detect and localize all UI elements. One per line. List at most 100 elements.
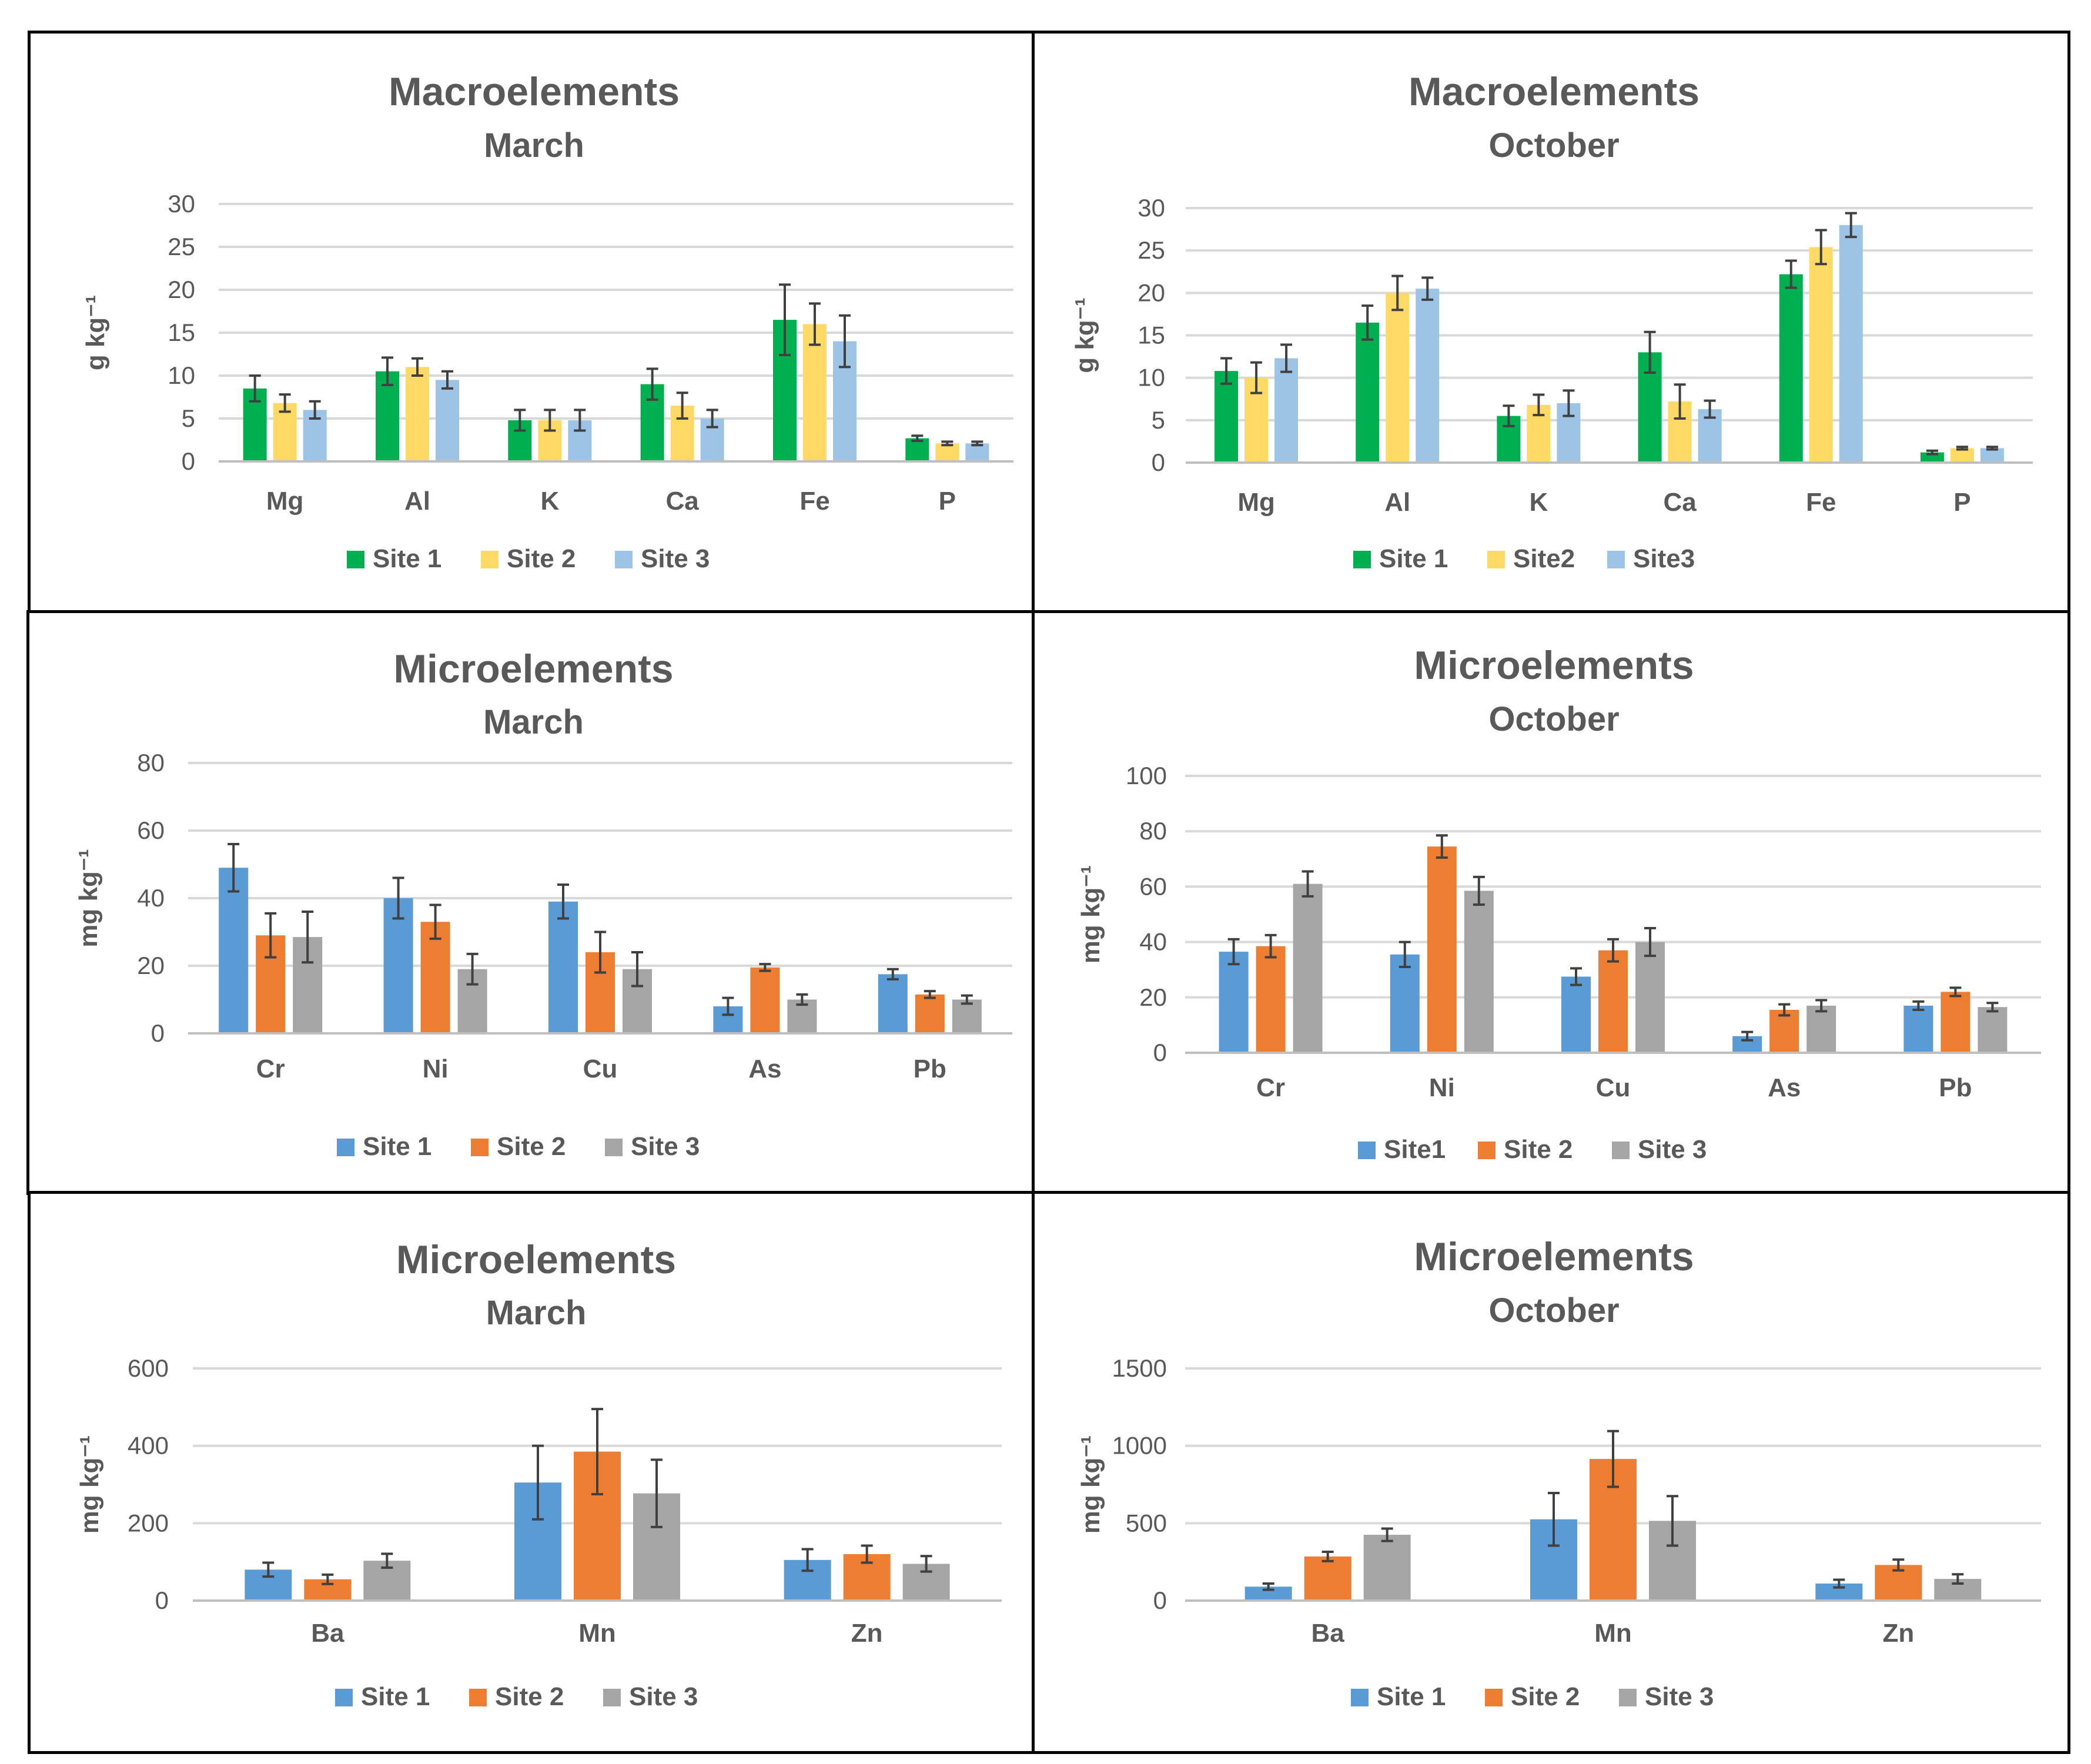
error-bar-site-3-mn [1667, 1495, 1678, 1547]
error-bar-site-3-ca [706, 409, 718, 429]
chart-micro-march-1: Microelements March 0 20 40 60 80 mg kg⁻¹ Cr Ni Cu… [74, 647, 1012, 1161]
legend-label-site-3: Site 3 [1645, 1682, 1714, 1711]
error-bar-site1-cu [1570, 967, 1582, 986]
error-bar-site-1-k [1503, 404, 1515, 427]
chart-micro-october-1: Microelements October 0 20 40 60 80 100 mg kg⁻¹ C… [1076, 643, 2041, 1164]
error-bar-site-1-al [382, 356, 393, 387]
legend-label-site-1: Site 1 [1379, 544, 1448, 573]
error-bar-site-2-pb [1949, 986, 1962, 998]
bar-site-2-ni [1427, 846, 1457, 1053]
bar-site3-fe [1839, 225, 1863, 463]
chart-subtitle: October [1488, 126, 1619, 165]
x-category-label: Fe [1806, 488, 1836, 517]
error-bar-site-1-mg [249, 374, 261, 403]
y-tick-label: 10 [168, 361, 195, 389]
bar-site-3-pb [1978, 1007, 2008, 1053]
chart-title: Microelements [396, 1237, 676, 1282]
error-bar-site-1-ni [392, 876, 404, 920]
bar-site-3-as [1806, 1005, 1836, 1053]
x-category-label: P [1953, 488, 1970, 517]
chart-title: Macroelements [389, 69, 680, 114]
legend-swatch-site-1 [337, 1139, 354, 1156]
x-category-label: P [939, 487, 956, 516]
panel-micro-october-1: Microelements October 0 20 40 60 80 100 mg kg⁻¹ C… [1032, 610, 2070, 1195]
legend: Site 1 Site2 Site3 [1353, 544, 1695, 573]
error-bar-site-2-mn [1607, 1430, 1619, 1488]
error-bar-site-3-as [1815, 999, 1828, 1013]
error-bar-site-3-as [796, 993, 808, 1006]
bar-site-1-pb [878, 974, 908, 1033]
error-bar-site-1-ca [1644, 330, 1656, 374]
error-bar-site-2-mg [279, 393, 291, 413]
x-category-label: Mg [266, 487, 304, 516]
y-axis-label: mg kg⁻¹ [75, 1435, 104, 1534]
y-tick-label: 60 [137, 816, 165, 844]
legend-label-site-2: Site 2 [1504, 1135, 1573, 1164]
y-axis-label: g kg⁻¹ [1070, 297, 1099, 373]
legend-swatch-site-3 [605, 1139, 623, 1156]
bar-site-2-pb [915, 994, 945, 1033]
error-bar-site1-pb [1912, 1000, 1925, 1011]
bar-site2-al [1386, 293, 1410, 463]
chart-macro-march: Macroelements March 0 5 10 15 20 25 30 g kg⁻¹ Mg Al… [81, 69, 1013, 573]
error-bar-site-1-p [1926, 449, 1938, 456]
legend-swatch-site-2 [1478, 1142, 1496, 1159]
x-category-label: Al [1384, 488, 1410, 517]
bar-site-3-cr [1293, 883, 1323, 1053]
error-bar-site-1-ba [1262, 1582, 1274, 1591]
x-category-label: As [748, 1055, 781, 1083]
x-category-label: Zn [1882, 1619, 1914, 1648]
error-bar-site2-fe [1815, 229, 1827, 266]
error-bar-site-3-ba [1381, 1527, 1393, 1542]
bar-site1-pb [1903, 1005, 1933, 1053]
error-bar-site-3-mg [309, 400, 321, 420]
bar-site-1-ni [383, 898, 413, 1033]
legend-swatch-site-2 [481, 551, 499, 568]
legend-label-site-1: Site 1 [361, 1682, 430, 1711]
error-bar-site-2-ba [1321, 1551, 1334, 1562]
error-bar-site3-ca [1704, 399, 1716, 419]
y-tick-label: 200 [128, 1509, 169, 1537]
error-bar-site-2-ba [322, 1573, 334, 1585]
legend: Site 1 Site 2 Site 3 [347, 544, 710, 573]
x-category-label: Pb [914, 1055, 946, 1083]
legend-swatch-site-1 [1351, 1689, 1369, 1706]
legend-label-site-1: Site 1 [363, 1132, 431, 1161]
legend-label-site3: Site3 [1633, 544, 1695, 573]
bar-site-2-p [935, 443, 959, 461]
legend-label-site-1: Site 1 [373, 544, 441, 573]
x-category-label: Ni [423, 1055, 449, 1083]
error-bar-site2-mg [1250, 361, 1263, 394]
error-bar-site-2-ni [429, 903, 441, 940]
bar-site-1-ba [1244, 1586, 1292, 1601]
bar-site-1-mg [1215, 371, 1239, 463]
error-bar-site-2-zn [861, 1544, 873, 1564]
legend-swatch-site-3 [1619, 1689, 1637, 1706]
y-axis-label: mg kg⁻¹ [74, 849, 103, 947]
legend-label-site-3: Site 3 [641, 544, 710, 573]
error-bar-site-2-cr [265, 912, 277, 959]
error-bar-site-1-cu [557, 883, 569, 920]
error-bar-site-1-ba [262, 1561, 275, 1578]
legend-label-site2: Site2 [1513, 544, 1575, 573]
y-tick-label: 1000 [1112, 1432, 1167, 1460]
y-tick-label: 100 [1126, 762, 1167, 789]
legend-swatch-site-3 [603, 1689, 621, 1706]
y-tick-label: 25 [1137, 236, 1165, 264]
legend: Site1 Site 2 Site 3 [1358, 1135, 1707, 1164]
chart-title: Macroelements [1409, 69, 1699, 114]
bar-site-1-p [905, 438, 929, 461]
error-bar-site-1-cr [227, 843, 240, 893]
error-bar-site-3-cu [631, 951, 643, 988]
error-bar-site-1-mn [532, 1444, 544, 1521]
y-tick-label: 80 [137, 749, 165, 776]
bar-site1-cu [1561, 976, 1591, 1053]
legend-label-site-2: Site 2 [497, 1132, 566, 1161]
y-tick-label: 0 [155, 1586, 169, 1614]
chart-subtitle: October [1488, 1291, 1619, 1330]
y-tick-label: 1500 [1112, 1354, 1167, 1382]
legend-swatch-site-1 [1353, 551, 1371, 568]
legend-swatch-site1 [1358, 1142, 1376, 1159]
legend-swatch-site-3 [615, 551, 633, 568]
error-bar-site-1-mg [1220, 357, 1233, 385]
